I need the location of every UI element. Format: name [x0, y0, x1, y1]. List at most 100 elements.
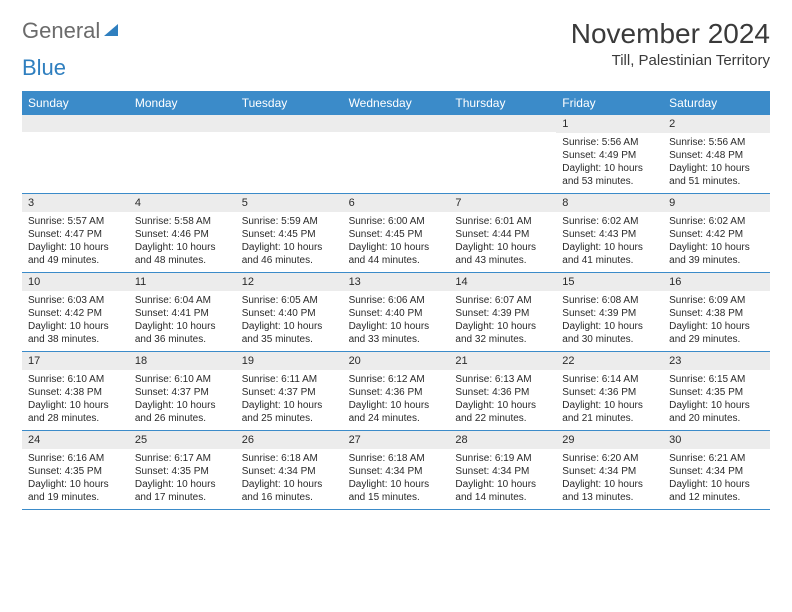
day-header: Friday — [556, 91, 663, 115]
day-body: Sunrise: 6:08 AMSunset: 4:39 PMDaylight:… — [556, 291, 663, 350]
sunrise-text: Sunrise: 6:05 AM — [242, 294, 337, 307]
sunrise-text: Sunrise: 6:01 AM — [455, 215, 550, 228]
sunrise-text: Sunrise: 6:00 AM — [349, 215, 444, 228]
day-body: Sunrise: 5:56 AMSunset: 4:49 PMDaylight:… — [556, 133, 663, 192]
day-header: Monday — [129, 91, 236, 115]
sunrise-text: Sunrise: 6:15 AM — [669, 373, 764, 386]
month-title: November 2024 — [571, 18, 770, 50]
day-body: Sunrise: 6:18 AMSunset: 4:34 PMDaylight:… — [236, 449, 343, 508]
sunset-text: Sunset: 4:39 PM — [562, 307, 657, 320]
day-number — [449, 115, 556, 132]
day-body — [236, 132, 343, 192]
day-body: Sunrise: 6:10 AMSunset: 4:37 PMDaylight:… — [129, 370, 236, 429]
daylight-text: Daylight: 10 hours and 39 minutes. — [669, 241, 764, 267]
sunset-text: Sunset: 4:49 PM — [562, 149, 657, 162]
week-row: 1Sunrise: 5:56 AMSunset: 4:49 PMDaylight… — [22, 115, 770, 194]
day-number: 30 — [663, 431, 770, 449]
day-body: Sunrise: 6:13 AMSunset: 4:36 PMDaylight:… — [449, 370, 556, 429]
day-cell: 24Sunrise: 6:16 AMSunset: 4:35 PMDayligh… — [22, 431, 129, 509]
day-cell: 8Sunrise: 6:02 AMSunset: 4:43 PMDaylight… — [556, 194, 663, 272]
daylight-text: Daylight: 10 hours and 22 minutes. — [455, 399, 550, 425]
daylight-text: Daylight: 10 hours and 17 minutes. — [135, 478, 230, 504]
day-cell: 4Sunrise: 5:58 AMSunset: 4:46 PMDaylight… — [129, 194, 236, 272]
daylight-text: Daylight: 10 hours and 35 minutes. — [242, 320, 337, 346]
sunset-text: Sunset: 4:37 PM — [242, 386, 337, 399]
daylight-text: Daylight: 10 hours and 25 minutes. — [242, 399, 337, 425]
day-number: 19 — [236, 352, 343, 370]
day-cell: 29Sunrise: 6:20 AMSunset: 4:34 PMDayligh… — [556, 431, 663, 509]
sunrise-text: Sunrise: 5:59 AM — [242, 215, 337, 228]
sunrise-text: Sunrise: 5:56 AM — [669, 136, 764, 149]
sunrise-text: Sunrise: 6:02 AM — [669, 215, 764, 228]
sunrise-text: Sunrise: 6:08 AM — [562, 294, 657, 307]
day-cell: 23Sunrise: 6:15 AMSunset: 4:35 PMDayligh… — [663, 352, 770, 430]
day-cell: 19Sunrise: 6:11 AMSunset: 4:37 PMDayligh… — [236, 352, 343, 430]
sunset-text: Sunset: 4:46 PM — [135, 228, 230, 241]
day-cell — [343, 115, 450, 193]
daylight-text: Daylight: 10 hours and 28 minutes. — [28, 399, 123, 425]
day-cell — [449, 115, 556, 193]
week-row: 17Sunrise: 6:10 AMSunset: 4:38 PMDayligh… — [22, 352, 770, 431]
daylight-text: Daylight: 10 hours and 38 minutes. — [28, 320, 123, 346]
day-body — [22, 132, 129, 192]
day-number — [22, 115, 129, 132]
sunrise-text: Sunrise: 6:07 AM — [455, 294, 550, 307]
daylight-text: Daylight: 10 hours and 21 minutes. — [562, 399, 657, 425]
sunset-text: Sunset: 4:45 PM — [242, 228, 337, 241]
day-number: 12 — [236, 273, 343, 291]
day-body: Sunrise: 5:59 AMSunset: 4:45 PMDaylight:… — [236, 212, 343, 271]
sunrise-text: Sunrise: 6:02 AM — [562, 215, 657, 228]
sunrise-text: Sunrise: 6:10 AM — [28, 373, 123, 386]
sunset-text: Sunset: 4:40 PM — [242, 307, 337, 320]
day-body: Sunrise: 6:10 AMSunset: 4:38 PMDaylight:… — [22, 370, 129, 429]
day-body: Sunrise: 6:20 AMSunset: 4:34 PMDaylight:… — [556, 449, 663, 508]
title-block: November 2024 Till, Palestinian Territor… — [571, 18, 770, 69]
daylight-text: Daylight: 10 hours and 51 minutes. — [669, 162, 764, 188]
day-header: Tuesday — [236, 91, 343, 115]
day-body — [449, 132, 556, 192]
sunset-text: Sunset: 4:38 PM — [669, 307, 764, 320]
sunrise-text: Sunrise: 5:57 AM — [28, 215, 123, 228]
day-cell: 9Sunrise: 6:02 AMSunset: 4:42 PMDaylight… — [663, 194, 770, 272]
day-cell: 26Sunrise: 6:18 AMSunset: 4:34 PMDayligh… — [236, 431, 343, 509]
sunrise-text: Sunrise: 6:17 AM — [135, 452, 230, 465]
daylight-text: Daylight: 10 hours and 26 minutes. — [135, 399, 230, 425]
daylight-text: Daylight: 10 hours and 16 minutes. — [242, 478, 337, 504]
day-cell — [22, 115, 129, 193]
sunset-text: Sunset: 4:42 PM — [669, 228, 764, 241]
day-number: 17 — [22, 352, 129, 370]
day-header: Saturday — [663, 91, 770, 115]
sunrise-text: Sunrise: 6:19 AM — [455, 452, 550, 465]
day-cell: 15Sunrise: 6:08 AMSunset: 4:39 PMDayligh… — [556, 273, 663, 351]
day-cell: 28Sunrise: 6:19 AMSunset: 4:34 PMDayligh… — [449, 431, 556, 509]
day-cell: 27Sunrise: 6:18 AMSunset: 4:34 PMDayligh… — [343, 431, 450, 509]
calendar: Sunday Monday Tuesday Wednesday Thursday… — [22, 91, 770, 510]
sunrise-text: Sunrise: 6:20 AM — [562, 452, 657, 465]
day-number: 2 — [663, 115, 770, 133]
sunrise-text: Sunrise: 5:56 AM — [562, 136, 657, 149]
day-body: Sunrise: 6:12 AMSunset: 4:36 PMDaylight:… — [343, 370, 450, 429]
day-body: Sunrise: 6:21 AMSunset: 4:34 PMDaylight:… — [663, 449, 770, 508]
day-number: 1 — [556, 115, 663, 133]
sunset-text: Sunset: 4:47 PM — [28, 228, 123, 241]
day-cell: 22Sunrise: 6:14 AMSunset: 4:36 PMDayligh… — [556, 352, 663, 430]
sunset-text: Sunset: 4:35 PM — [28, 465, 123, 478]
sunrise-text: Sunrise: 6:16 AM — [28, 452, 123, 465]
day-header: Thursday — [449, 91, 556, 115]
daylight-text: Daylight: 10 hours and 49 minutes. — [28, 241, 123, 267]
day-cell: 13Sunrise: 6:06 AMSunset: 4:40 PMDayligh… — [343, 273, 450, 351]
day-cell: 16Sunrise: 6:09 AMSunset: 4:38 PMDayligh… — [663, 273, 770, 351]
sunrise-text: Sunrise: 6:03 AM — [28, 294, 123, 307]
daylight-text: Daylight: 10 hours and 33 minutes. — [349, 320, 444, 346]
sunset-text: Sunset: 4:34 PM — [562, 465, 657, 478]
sunrise-text: Sunrise: 6:12 AM — [349, 373, 444, 386]
day-cell — [129, 115, 236, 193]
sunset-text: Sunset: 4:36 PM — [349, 386, 444, 399]
day-number: 18 — [129, 352, 236, 370]
day-cell: 5Sunrise: 5:59 AMSunset: 4:45 PMDaylight… — [236, 194, 343, 272]
day-cell: 14Sunrise: 6:07 AMSunset: 4:39 PMDayligh… — [449, 273, 556, 351]
sunset-text: Sunset: 4:36 PM — [562, 386, 657, 399]
sunset-text: Sunset: 4:35 PM — [135, 465, 230, 478]
day-cell — [236, 115, 343, 193]
week-row: 3Sunrise: 5:57 AMSunset: 4:47 PMDaylight… — [22, 194, 770, 273]
